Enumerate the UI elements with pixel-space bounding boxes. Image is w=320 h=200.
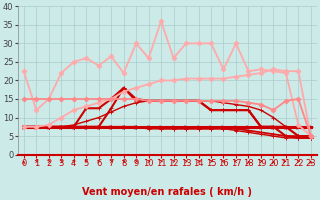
X-axis label: Vent moyen/en rafales ( km/h ): Vent moyen/en rafales ( km/h )	[82, 187, 252, 197]
